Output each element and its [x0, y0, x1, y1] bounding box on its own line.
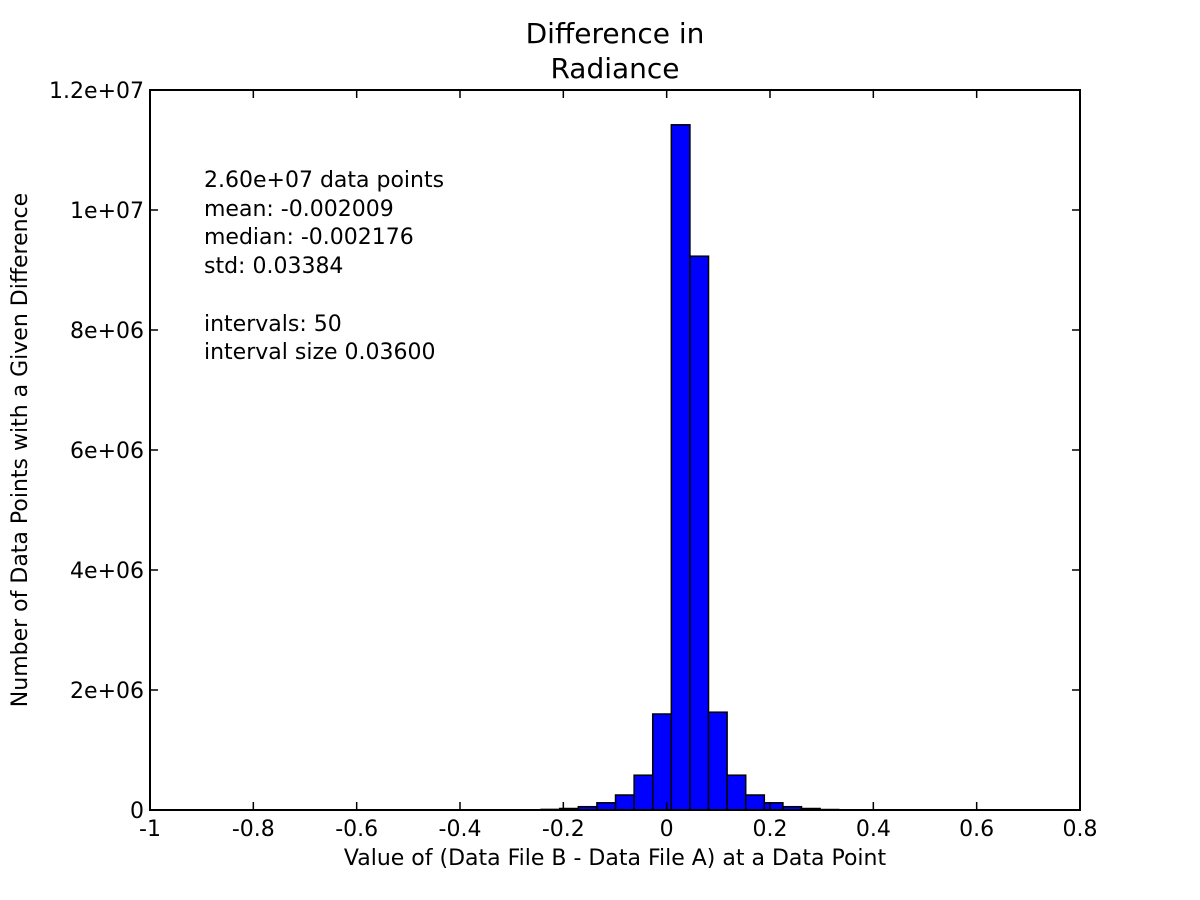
histogram-bar — [744, 794, 766, 811]
stats-interval-size: interval size 0.03600 — [204, 340, 436, 365]
histogram-bar — [596, 802, 617, 811]
x-tick-label: 0.2 — [753, 817, 788, 842]
stats-annotation: 2.60e+07 data points mean: -0.002009 med… — [204, 168, 444, 365]
histogram-bar — [614, 794, 635, 811]
stats-data-points: 2.60e+07 data points — [204, 168, 444, 193]
histogram-bar — [763, 802, 784, 811]
x-tick-label: 0 — [660, 817, 674, 842]
histogram-bar — [651, 713, 673, 811]
histogram-bar — [670, 124, 691, 811]
x-tick-label: 0.6 — [959, 817, 994, 842]
x-tick-label: -0.4 — [439, 817, 482, 842]
y-axis-ticks: 0 2e+06 4e+06 6e+06 8e+06 1e+07 1.2e+07 — [49, 79, 1080, 824]
stats-median: median: -0.002176 — [204, 225, 414, 250]
histogram-bar — [633, 774, 654, 811]
stats-std: std: 0.03384 — [204, 254, 343, 279]
plot-frame — [149, 89, 1081, 811]
x-axis-label: Value of (Data File B - Data File A) at … — [344, 846, 887, 871]
stats-mean: mean: -0.002009 — [204, 197, 394, 222]
x-tick-label: -0.2 — [542, 817, 585, 842]
x-tick-label: -1 — [139, 817, 161, 842]
y-tick-label: 0 — [130, 799, 144, 824]
y-tick-label: 8e+06 — [70, 319, 144, 344]
x-tick-label: 0.4 — [856, 817, 891, 842]
chart-title-line-1: Difference in — [526, 17, 705, 50]
y-tick-label: 2e+06 — [70, 679, 144, 704]
x-tick-label: -0.8 — [232, 817, 275, 842]
x-tick-label: -0.6 — [335, 817, 378, 842]
plot-area — [150, 90, 1080, 810]
x-axis-ticks: -1 -0.8 -0.6 -0.4 -0.2 0 0.2 0.4 0.6 0.8 — [139, 90, 1098, 842]
y-axis-label: Number of Data Points with a Given Diffe… — [8, 193, 33, 707]
y-tick-label: 6e+06 — [70, 439, 144, 464]
histogram-bar — [689, 255, 710, 811]
y-tick-label: 4e+06 — [70, 559, 144, 584]
x-tick-label: 0.8 — [1063, 817, 1098, 842]
histogram-bar — [726, 774, 747, 811]
stats-intervals: intervals: 50 — [204, 312, 342, 337]
y-tick-label: 1.2e+07 — [49, 79, 144, 104]
histogram-bar — [707, 711, 728, 811]
y-tick-label: 1e+07 — [70, 199, 144, 224]
chart-title-line-2: Radiance — [550, 52, 679, 85]
